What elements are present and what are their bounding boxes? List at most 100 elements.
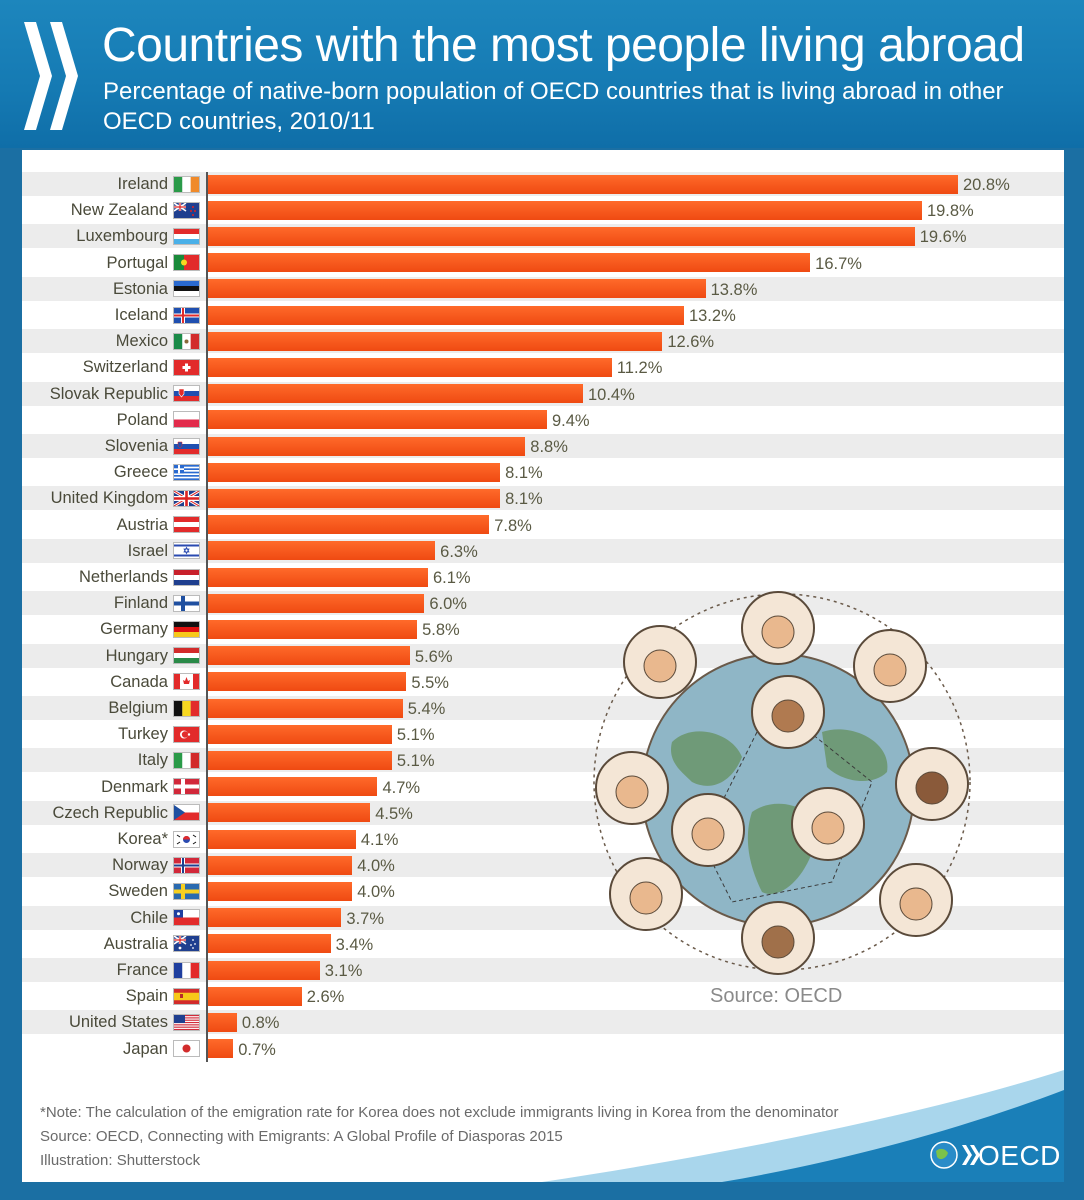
country-label: Slovenia <box>104 437 168 455</box>
germany-flag-icon <box>173 620 200 638</box>
bar <box>208 750 392 770</box>
footnote-illustration-credit: Illustration: Shutterstock <box>40 1152 201 1169</box>
slovenia-flag-icon <box>173 437 200 455</box>
denmark-flag-icon <box>173 778 200 796</box>
country-label: Turkey <box>118 725 168 744</box>
footnote-source: Source: OECD, Connecting with Emigrants:… <box>40 1128 563 1145</box>
value-label: 0.8% <box>241 1014 280 1033</box>
bar <box>208 908 342 928</box>
switzerland-flag-icon <box>173 358 200 376</box>
country-label: United States <box>68 1013 168 1032</box>
country-label: Mexico <box>115 332 168 351</box>
value-label: 10.4% <box>588 385 635 404</box>
bar <box>208 934 331 954</box>
value-label: 19.8% <box>926 202 974 221</box>
norway-flag-icon <box>173 856 200 874</box>
korea-flag-icon <box>173 830 200 848</box>
united-states-flag-icon <box>173 1013 200 1031</box>
luxembourg-flag-icon <box>173 227 200 245</box>
country-label: Denmark <box>101 777 168 796</box>
sweden-flag-icon <box>173 882 200 900</box>
illustration-source-label: Source: OECD <box>710 985 843 1007</box>
bar <box>208 174 958 194</box>
chart-axis-line <box>206 172 208 1062</box>
bar <box>208 541 436 561</box>
country-label: Greece <box>113 463 168 482</box>
italy-flag-icon <box>173 751 200 769</box>
value-label: 3.1% <box>324 962 363 980</box>
value-label: 4.5% <box>375 804 413 823</box>
value-label: 4.1% <box>360 831 399 849</box>
bar <box>208 515 490 535</box>
page-subtitle: Percentage of native-born population of … <box>103 78 1004 135</box>
bar <box>208 567 428 587</box>
bar <box>208 986 302 1006</box>
bar <box>208 672 407 692</box>
value-label: 3.7% <box>346 909 385 928</box>
bar <box>208 960 320 980</box>
country-label: Hungary <box>105 646 168 665</box>
bar <box>208 593 425 613</box>
turkey-flag-icon <box>173 725 200 743</box>
country-label: Czech Republic <box>52 803 168 822</box>
value-label: 7.8% <box>494 516 532 535</box>
country-label: Luxembourg <box>76 227 168 246</box>
bar <box>208 488 501 508</box>
chart-panel: Ireland 20.8% New Zealand 19.8% Luxembourg 19… <box>22 150 1064 1182</box>
finland-flag-icon <box>173 594 200 612</box>
value-label: 8.1% <box>505 464 543 483</box>
footnote-korea: *Note: The calculation of the emigration… <box>40 1104 839 1121</box>
bar <box>208 1012 237 1032</box>
greece-flag-icon <box>173 463 200 481</box>
value-label: 11.2% <box>616 359 663 378</box>
value-label: 6.1% <box>432 569 471 587</box>
country-label: Netherlands <box>79 568 168 586</box>
country-label: Canada <box>110 672 168 691</box>
value-label: 16.7% <box>815 254 862 273</box>
country-label: Japan <box>123 1039 168 1058</box>
country-label: Iceland <box>114 306 168 324</box>
value-label: 9.4% <box>551 411 590 430</box>
value-label: 5.1% <box>396 752 435 771</box>
value-label: 0.7% <box>238 1040 276 1059</box>
chevron-logo-icon <box>24 22 78 130</box>
bar <box>208 1039 234 1059</box>
country-label: Belgium <box>108 699 168 717</box>
france-flag-icon <box>173 961 200 979</box>
value-label: 13.8% <box>710 280 758 299</box>
country-label: Ireland <box>117 175 168 193</box>
netherlands-flag-icon <box>173 568 200 586</box>
value-label: 3.4% <box>335 935 374 954</box>
bar <box>208 357 612 377</box>
country-label: Poland <box>116 410 168 429</box>
value-label: 8.8% <box>530 438 568 456</box>
poland-flag-icon <box>173 411 200 429</box>
spain-flag-icon <box>173 987 200 1005</box>
new-zealand-flag-icon <box>173 201 200 219</box>
value-label: 4.7% <box>382 778 421 797</box>
country-label: Finland <box>113 594 168 613</box>
value-label: 6.0% <box>429 595 467 614</box>
bar <box>208 462 501 482</box>
ireland-flag-icon <box>173 175 200 193</box>
bar <box>208 619 418 639</box>
bar <box>208 829 356 849</box>
header-banner: Countries with the most people living ab… <box>0 0 1084 148</box>
country-label: Switzerland <box>82 358 168 377</box>
bar <box>208 698 403 718</box>
bar <box>208 803 371 823</box>
country-label: Australia <box>103 934 168 953</box>
value-label: 13.2% <box>688 307 736 325</box>
portugal-flag-icon <box>173 254 200 272</box>
country-label: France <box>116 961 168 979</box>
value-label: 2.6% <box>306 988 345 1007</box>
country-label: Slovak Republic <box>49 384 168 403</box>
country-label: Austria <box>116 515 168 534</box>
canada-flag-icon <box>173 673 200 691</box>
country-label: Chile <box>130 908 168 927</box>
bar <box>208 855 353 875</box>
bar <box>208 777 378 797</box>
bar <box>208 881 353 901</box>
estonia-flag-icon <box>173 280 200 298</box>
value-label: 5.5% <box>411 673 449 692</box>
